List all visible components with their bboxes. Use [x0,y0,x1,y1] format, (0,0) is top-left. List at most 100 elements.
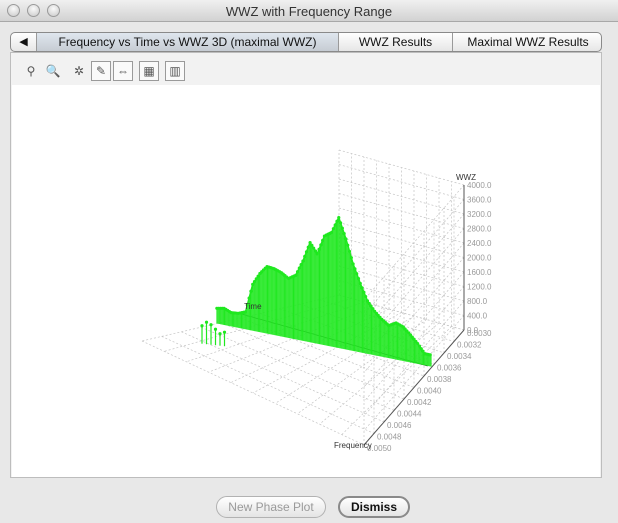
frequency-tick-label: 0.0042 [407,398,432,407]
new-phase-plot-button[interactable]: New Phase Plot [216,496,326,518]
plot-area[interactable]: 0.0 400.0 800.0 1200.0 1600.0 2000.0 2400.0 280… [12,85,600,477]
floor-grid-line [297,319,427,415]
wwz-point [256,274,260,278]
zoom-pan-icon[interactable]: ⚲ [26,64,36,78]
wwz-point [254,277,258,281]
wwz-point [367,301,371,306]
frequency-tick-label: 0.0044 [397,410,422,419]
wwz-point [337,215,341,220]
wwz-point [410,335,414,339]
zoom-select-icon[interactable]: ✎ [91,61,111,81]
wwz-point [331,227,335,231]
wwz-point [245,303,249,307]
frequency-tick-label: 0.0050 [367,444,392,453]
tab-3d-plot[interactable]: Frequency vs Time vs WWZ 3D (maximal WWZ… [37,33,339,51]
tab-scroll-left-button[interactable]: ◀ [11,33,37,51]
time-axis-label: Time [244,302,262,311]
wwz-point [338,221,343,225]
minimize-window-button[interactable] [27,4,40,17]
wwz-point [349,256,353,260]
back-wall-grid-line [338,164,465,200]
frequency-tick-label: 0.0040 [417,387,442,396]
wwz-point [365,299,370,303]
wwz-point [330,230,334,235]
axis-labels: 0.0 400.0 800.0 1200.0 1600.0 2000.0 2400.0 280… [244,173,492,453]
floor-grid-line [341,326,452,435]
chart-settings-icon[interactable]: ▦ [139,61,159,81]
wwz-point [312,246,316,250]
wwz-point [364,294,368,299]
dismiss-button[interactable]: Dismiss [338,496,410,518]
side-wall-grid-line [363,257,465,373]
frequency-tick-label: 0.0034 [447,352,472,361]
scale-icon[interactable]: ⇔ [113,61,133,81]
tab-content: ⚲ 🔍 ✲ ✎ ⇔ ▦ ▥ 0.0 400.0 800.0 1200.0 1600.0 2… [10,52,602,478]
wwz-point [419,347,423,351]
grid-table-icon[interactable]: ▥ [165,61,185,81]
wwz-point [209,323,213,327]
wwz-tick-label: 3200.0 [467,210,492,219]
wwz-tick-label: 2400.0 [467,239,492,248]
frequency-tick-label: 0.0046 [387,421,412,430]
bars [200,215,432,367]
floor-grid-line [181,331,385,423]
wwz-point [346,243,350,247]
frequency-axis-line [363,329,465,446]
zoom-window-button[interactable] [47,4,60,17]
wwz-point [317,247,321,251]
wwz-point [252,280,257,284]
wwz-point [249,289,253,293]
frequency-tick-label: 0.0038 [427,375,452,384]
wwz-point [358,281,362,286]
wwz-point [213,327,218,331]
wwz-point [416,342,420,346]
side-wall-grid-line [363,213,465,330]
frequency-axis-label: Frequency [334,441,372,450]
wwz-point [294,273,298,277]
wwz-point [304,250,309,254]
wwz-point [356,277,361,281]
wwz-tick-label: 0.0 [467,326,479,335]
wwz-point [247,296,251,300]
wwz-3d-chart[interactable]: 0.0 400.0 800.0 1200.0 1600.0 2000.0 2400.0 280… [12,85,600,477]
back-wall-grid-line [338,207,465,244]
wwz-point [310,243,314,247]
back-wall-grid-line [338,222,465,258]
back-wall-grid-line [338,149,465,186]
wwz-point [200,324,204,328]
wwz-point [299,263,303,267]
wwz-point [371,307,375,311]
wwz-point [243,310,248,314]
wwz-point [306,245,310,249]
zoom-icon[interactable]: 🔍 [45,64,61,78]
wwz-axis-label: WWZ [456,173,476,182]
tab-wwz-results[interactable]: WWZ Results [339,33,453,51]
wwz-point [222,330,227,334]
wwz-point [218,332,222,336]
tab-maximal-wwz-results[interactable]: Maximal WWZ Results [467,35,589,49]
wwz-point [369,304,373,308]
close-window-button[interactable] [7,4,20,17]
wwz-tick-label: 2000.0 [467,254,492,263]
window-title: WWZ with Frequency Range [225,4,393,19]
frequency-tick-label: 0.0036 [437,364,462,373]
title-bar: WWZ with Frequency Range [0,0,618,22]
wwz-point [421,349,425,353]
wwz-point [342,231,346,236]
wwz-point [417,344,422,348]
floor-grid-line [200,326,395,411]
wwz-tick-label: 400.0 [467,312,488,321]
wwz-tick-label: 1600.0 [467,268,492,277]
side-wall-grid-line [363,184,465,301]
wwz-point [351,262,355,266]
floor-grid-line [275,315,415,404]
wwz-point [355,272,359,276]
wwz-point [335,219,339,223]
floor-grid-line [141,340,365,446]
wwz-point [204,320,209,324]
wwz-tick-label: 1200.0 [467,283,492,292]
wwz-point [353,267,357,271]
frequency-tick-label: 0.0032 [457,341,482,350]
rotate-icon[interactable]: ✲ [73,64,85,78]
wwz-point [321,238,325,243]
